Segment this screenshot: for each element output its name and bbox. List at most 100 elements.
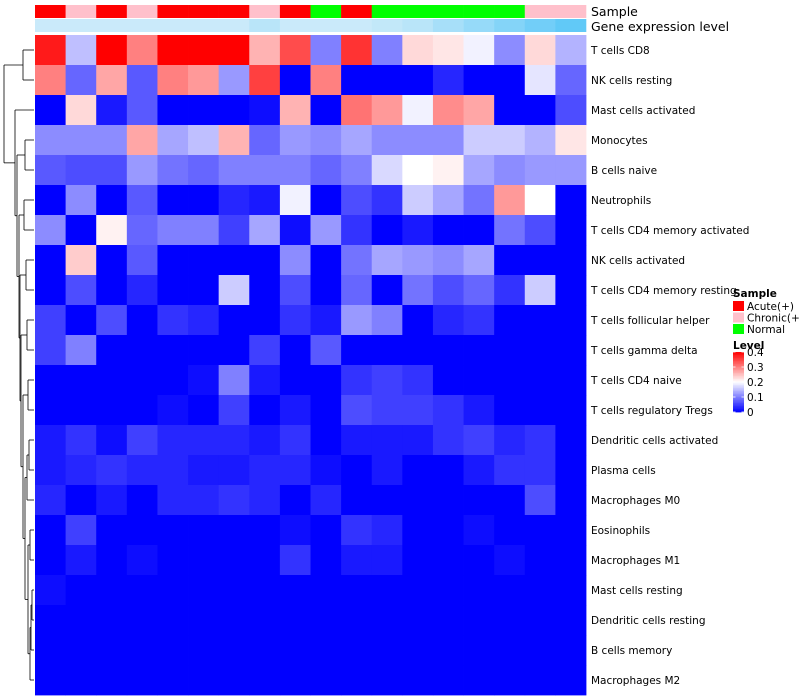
heatmap-cell: [310, 425, 342, 456]
heatmap-cell: [555, 65, 587, 96]
heatmap-cell: [249, 575, 281, 606]
heatmap-cell: [157, 635, 189, 666]
heatmap-cell: [555, 575, 587, 606]
heatmap-cell: [402, 245, 434, 276]
legend-colorbar-step: [733, 397, 744, 399]
row-label: Monocytes: [591, 135, 648, 147]
heatmap-cell: [249, 125, 281, 156]
heatmap-cell: [463, 95, 495, 126]
heatmap-cell: [157, 545, 189, 576]
heatmap-cell: [96, 545, 128, 576]
sample-annotation-cell: [188, 5, 219, 18]
heatmap-cell: [35, 395, 67, 426]
heatmap-cell: [96, 455, 128, 486]
heatmap-cell: [524, 95, 556, 126]
legend-item-label: Acute(+): [747, 301, 794, 313]
legend-colorbar-step: [733, 395, 744, 398]
heatmap-cell: [494, 185, 526, 216]
heatmap-cell: [310, 125, 342, 156]
heatmap-cell: [555, 275, 587, 306]
heatmap-cell: [524, 305, 556, 336]
heatmap-cell: [371, 245, 403, 276]
heatmap-cell: [35, 425, 67, 456]
sample-annotation-cell: [96, 5, 128, 18]
heatmap-cell: [494, 155, 526, 186]
heatmap-cell: [402, 425, 434, 456]
legend-tick-label: 0.2: [747, 377, 764, 389]
heatmap-cell: [65, 305, 97, 336]
heatmap-cell: [35, 35, 67, 66]
heatmap-cell: [341, 545, 373, 576]
heatmap-cell: [341, 665, 373, 696]
heatmap-cell: [371, 485, 403, 516]
heatmap-cell: [96, 485, 128, 516]
heatmap-cell: [249, 95, 281, 126]
sample-annotation-cell: [463, 5, 495, 18]
heatmap-cell: [279, 485, 311, 516]
heatmap-cell: [371, 455, 403, 486]
heatmap-cell: [494, 635, 526, 666]
sample-annotation-cell: [555, 5, 587, 18]
sample-annotation-cell: [35, 5, 66, 18]
legend-colorbar-step: [733, 374, 744, 377]
heatmap-cell: [126, 365, 158, 396]
heatmap-cell: [494, 665, 526, 696]
legend-colorbar-step: [733, 409, 744, 411]
heatmap-cell: [249, 35, 281, 66]
expression-annotation-cell: [494, 19, 526, 32]
heatmap-cell: [126, 605, 158, 636]
heatmap-cell: [555, 515, 587, 546]
row-label: B cells naive: [591, 165, 657, 177]
legend-colorbar-step: [733, 389, 744, 392]
heatmap-cell: [157, 65, 189, 96]
legend-title-sample: Sample: [733, 288, 777, 300]
heatmap-cell: [524, 485, 556, 516]
heatmap-cell: [279, 395, 311, 426]
heatmap-cell: [65, 215, 97, 246]
sample-annotation-cell: [157, 5, 189, 18]
heatmap-cell: [35, 575, 67, 606]
heatmap-cell: [432, 215, 464, 246]
heatmap-cell: [524, 35, 556, 66]
heatmap-cell: [157, 305, 189, 336]
heatmap-cell: [402, 455, 434, 486]
heatmap-cell: [463, 185, 495, 216]
heatmap-cell: [218, 95, 250, 126]
expression-annotation-cell: [432, 19, 464, 32]
heatmap-cell: [371, 425, 403, 456]
heatmap-cell: [157, 275, 189, 306]
sample-annotation-cell: [432, 5, 464, 18]
row-label: T cells gamma delta: [590, 345, 698, 357]
heatmap-cell: [35, 215, 67, 246]
legend-colorbar-step: [733, 394, 744, 396]
heatmap-cell: [402, 125, 434, 156]
heatmap-cell: [218, 35, 250, 66]
heatmap-cell: [279, 515, 311, 546]
legend-swatch: [733, 301, 744, 311]
heatmap-cell: [341, 515, 373, 546]
heatmap-cell: [494, 515, 526, 546]
heatmap-cell: [157, 215, 189, 246]
expression-annotation-cell: [218, 19, 250, 32]
heatmap-cell: [188, 65, 220, 96]
heatmap-cell: [157, 35, 189, 66]
row-label: NK cells activated: [591, 255, 685, 267]
heatmap-cell: [494, 95, 526, 126]
annotation-title-sample: Sample: [591, 4, 638, 19]
heatmap-cell: [157, 95, 189, 126]
heatmap-cell: [35, 155, 67, 186]
row-label: Plasma cells: [591, 465, 656, 477]
row-label: T cells follicular helper: [590, 315, 710, 327]
heatmap-cell: [341, 365, 373, 396]
heatmap-cell: [402, 515, 434, 546]
heatmap-cell: [432, 335, 464, 366]
heatmap-cell: [371, 605, 403, 636]
row-dendrogram: [3, 49, 34, 681]
heatmap-cell: [279, 125, 311, 156]
heatmap-cell: [341, 305, 373, 336]
heatmap-cell: [432, 245, 464, 276]
heatmap-cell: [310, 365, 342, 396]
heatmap-cell: [494, 455, 526, 486]
heatmap-cells: [35, 35, 587, 696]
legend-colorbar-step: [733, 401, 744, 404]
